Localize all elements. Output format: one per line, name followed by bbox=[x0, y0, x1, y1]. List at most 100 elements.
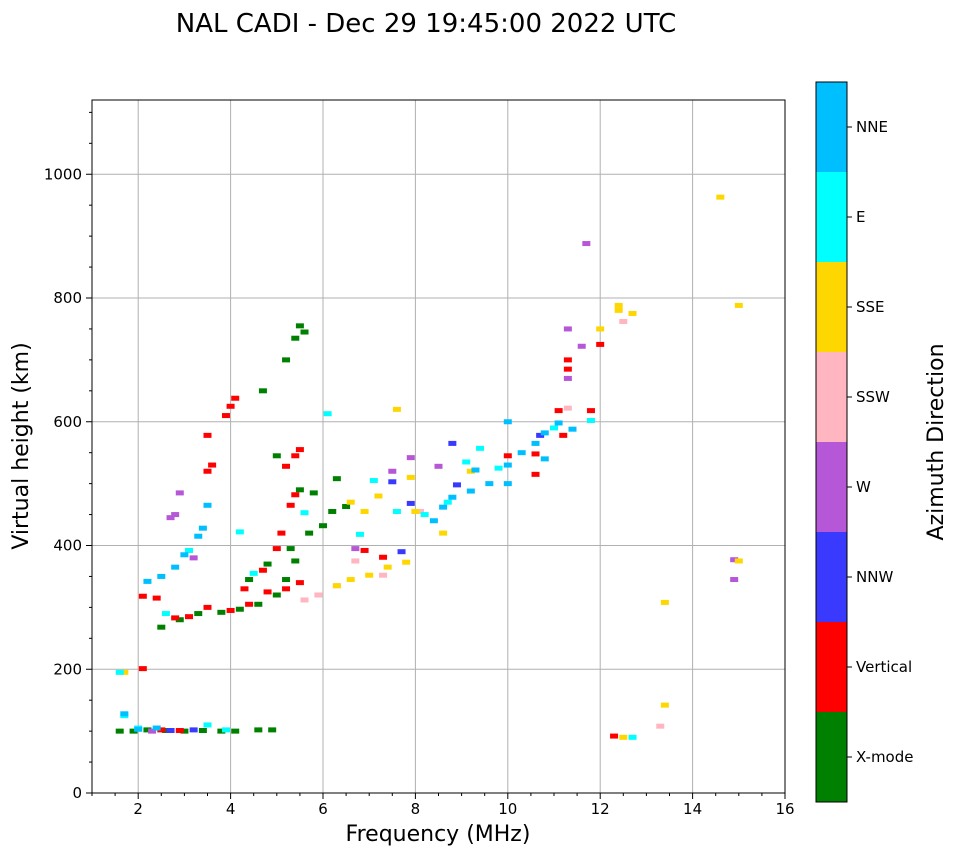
data-point bbox=[448, 494, 457, 500]
data-point bbox=[374, 493, 383, 499]
data-point bbox=[342, 504, 351, 510]
colorbar-segment bbox=[816, 712, 847, 802]
data-point bbox=[148, 728, 157, 734]
plot-background bbox=[92, 100, 785, 793]
x-tick-label: 6 bbox=[318, 800, 328, 818]
data-point bbox=[171, 564, 180, 570]
data-point bbox=[596, 341, 605, 347]
data-point bbox=[291, 558, 300, 564]
data-point bbox=[660, 599, 669, 605]
data-point bbox=[563, 375, 572, 381]
data-point bbox=[286, 546, 295, 552]
data-point bbox=[360, 508, 369, 514]
data-point bbox=[152, 595, 161, 601]
data-point bbox=[485, 481, 494, 487]
colorbar-label-item: Vertical bbox=[856, 658, 912, 676]
data-point bbox=[291, 335, 300, 341]
data-point bbox=[503, 481, 512, 487]
data-point bbox=[198, 728, 207, 734]
x-tick-label: 4 bbox=[226, 800, 236, 818]
data-point bbox=[406, 455, 415, 461]
data-point bbox=[175, 617, 184, 623]
data-point bbox=[175, 728, 184, 734]
data-point bbox=[319, 523, 327, 529]
data-point bbox=[476, 445, 485, 451]
chart-title: NAL CADI - Dec 29 19:45:00 2022 UTC bbox=[176, 9, 676, 39]
data-point bbox=[494, 465, 503, 471]
data-point bbox=[397, 549, 406, 555]
data-point bbox=[420, 512, 429, 518]
data-point bbox=[300, 329, 309, 335]
y-tick-label: 200 bbox=[53, 660, 82, 678]
data-point bbox=[462, 459, 471, 465]
data-point bbox=[619, 734, 628, 740]
data-point bbox=[619, 319, 628, 325]
data-point bbox=[185, 547, 194, 553]
data-point bbox=[402, 559, 411, 565]
data-point bbox=[138, 666, 147, 672]
data-point bbox=[263, 561, 272, 567]
data-point bbox=[249, 570, 258, 576]
data-point bbox=[392, 508, 401, 514]
data-point bbox=[443, 499, 452, 505]
data-point bbox=[171, 512, 180, 518]
series-e bbox=[115, 411, 637, 740]
x-tick-label: 16 bbox=[775, 800, 794, 818]
colorbar-segment bbox=[816, 262, 847, 352]
data-point bbox=[300, 597, 309, 603]
data-point bbox=[563, 366, 572, 372]
data-point bbox=[563, 405, 572, 411]
colorbar-label-item: SSE bbox=[856, 298, 885, 316]
data-point bbox=[157, 727, 166, 733]
data-point bbox=[258, 567, 267, 573]
colorbar-label-item: NNW bbox=[856, 568, 893, 586]
colorbar-segment bbox=[816, 352, 847, 442]
data-point bbox=[563, 326, 572, 332]
colorbar-segment bbox=[816, 442, 847, 532]
data-point bbox=[189, 555, 198, 561]
data-point bbox=[355, 531, 364, 537]
data-point bbox=[586, 408, 595, 414]
data-point bbox=[217, 728, 226, 734]
colorbar: X-mode Vertical NNW W SSW SSE E NNE bbox=[815, 81, 913, 803]
data-point bbox=[614, 307, 623, 313]
data-point bbox=[379, 554, 388, 560]
data-point bbox=[314, 592, 323, 598]
data-point bbox=[346, 499, 355, 505]
colorbar-segment bbox=[816, 172, 847, 262]
data-point bbox=[203, 432, 212, 438]
data-point bbox=[152, 725, 161, 731]
data-point bbox=[272, 546, 281, 552]
data-point bbox=[471, 467, 480, 473]
data-point bbox=[596, 326, 605, 332]
data-point bbox=[291, 492, 300, 498]
data-point bbox=[161, 728, 170, 734]
data-point bbox=[291, 453, 300, 459]
data-point bbox=[734, 302, 743, 308]
data-point bbox=[448, 440, 457, 446]
data-point bbox=[295, 323, 304, 329]
data-point bbox=[568, 426, 577, 432]
data-point bbox=[439, 504, 448, 510]
data-point bbox=[143, 578, 152, 584]
y-tick-label: 400 bbox=[53, 537, 82, 555]
data-point bbox=[734, 558, 743, 564]
colorbar-label-item: E bbox=[856, 208, 865, 226]
data-point bbox=[531, 440, 540, 446]
data-point bbox=[282, 577, 291, 583]
data-point bbox=[466, 468, 475, 474]
data-point bbox=[180, 552, 189, 558]
x-tick-label: 14 bbox=[683, 800, 702, 818]
data-point bbox=[277, 530, 286, 536]
data-point bbox=[351, 546, 360, 552]
data-point bbox=[157, 624, 166, 630]
data-point bbox=[235, 529, 244, 535]
data-point bbox=[157, 573, 166, 579]
data-point bbox=[235, 606, 244, 612]
data-point bbox=[120, 711, 129, 717]
data-point bbox=[245, 577, 254, 583]
data-point bbox=[466, 488, 475, 494]
data-point bbox=[503, 419, 512, 425]
data-point bbox=[194, 533, 203, 539]
